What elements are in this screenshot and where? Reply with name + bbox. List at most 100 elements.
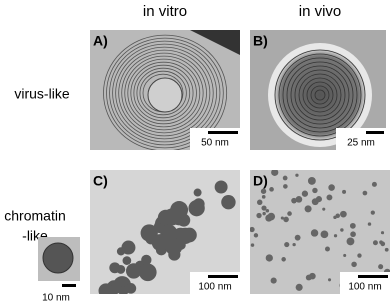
blob — [193, 198, 205, 210]
inset-particle — [42, 242, 74, 274]
spot — [253, 233, 259, 238]
spot — [267, 212, 276, 221]
spot — [327, 278, 332, 282]
spot — [282, 175, 288, 181]
spot — [371, 181, 377, 187]
blob — [163, 208, 181, 226]
spot — [379, 240, 383, 245]
blob — [121, 240, 136, 255]
scale-label: 100 nm — [198, 282, 231, 293]
spot — [284, 242, 290, 248]
spot — [295, 173, 299, 177]
rings — [274, 49, 366, 141]
blob — [125, 283, 137, 294]
spot — [312, 187, 318, 194]
core — [147, 77, 183, 113]
ring — [294, 69, 346, 121]
spot — [311, 198, 319, 206]
ring — [112, 43, 218, 143]
spot — [283, 184, 288, 189]
spot — [295, 283, 303, 291]
spot — [310, 229, 319, 237]
blob — [221, 195, 236, 210]
column-header: in vivo — [299, 3, 342, 20]
ring — [106, 37, 224, 149]
spot — [281, 257, 286, 262]
scale-label: 10 nm — [42, 293, 70, 304]
ring — [282, 57, 358, 133]
spot — [256, 212, 262, 219]
scale-label: 25 nm — [347, 138, 375, 149]
scale-bar — [366, 131, 384, 134]
ring — [274, 49, 366, 141]
spot — [333, 234, 338, 238]
blob — [138, 263, 157, 282]
spot — [304, 205, 312, 213]
ring — [302, 77, 338, 113]
spot — [287, 211, 292, 216]
spot — [346, 237, 355, 246]
ring — [133, 64, 194, 122]
spot — [262, 211, 266, 216]
chromatin-blobs — [98, 180, 236, 294]
ring — [136, 67, 191, 119]
dark-corner — [190, 30, 240, 55]
spot — [372, 240, 378, 246]
row-label: virus-like — [14, 86, 69, 102]
ring — [286, 61, 354, 129]
spot — [280, 216, 284, 220]
ring — [127, 58, 201, 128]
column-header: in vitro — [143, 3, 187, 20]
spot — [291, 197, 297, 204]
blob — [98, 283, 114, 294]
ring — [121, 52, 207, 134]
spot — [378, 264, 384, 270]
blob — [109, 262, 121, 274]
scale-bar — [208, 275, 238, 278]
panel-label: A) — [93, 33, 108, 49]
scale-bars: 50 nm 25 nm 100 nm 100 nm — [190, 128, 390, 294]
spot — [265, 208, 270, 213]
spot — [367, 222, 372, 226]
spot — [384, 247, 389, 252]
spot — [270, 277, 277, 284]
blob — [177, 227, 194, 245]
spot — [295, 196, 303, 203]
particle — [274, 49, 366, 141]
spot — [261, 205, 267, 211]
rings — [103, 34, 228, 150]
spot — [370, 210, 375, 215]
blob — [126, 263, 142, 279]
spot — [342, 189, 347, 194]
ring — [118, 49, 211, 137]
spot — [283, 216, 289, 223]
ring — [124, 55, 204, 131]
blob — [151, 234, 169, 252]
spot — [250, 243, 255, 247]
ring — [278, 53, 362, 137]
scale-bar — [358, 275, 388, 278]
spot — [269, 187, 274, 192]
row-label: chromatin — [4, 208, 65, 224]
spot — [362, 190, 368, 196]
spot — [351, 261, 357, 268]
spot — [292, 242, 296, 247]
ring — [109, 40, 221, 146]
spot — [320, 230, 329, 239]
spot — [271, 170, 279, 176]
spot — [328, 184, 335, 191]
spot — [301, 190, 309, 197]
scale-bar — [208, 131, 238, 134]
ring — [310, 85, 330, 105]
spot — [256, 199, 263, 206]
spot — [335, 213, 340, 218]
spot — [307, 176, 316, 185]
ring — [139, 70, 187, 116]
panel-label: C) — [93, 173, 108, 189]
ring — [130, 61, 197, 125]
spot — [260, 188, 267, 194]
spot — [350, 231, 356, 238]
spot — [322, 207, 326, 211]
panel-label: B) — [253, 33, 268, 49]
spot — [265, 254, 273, 262]
